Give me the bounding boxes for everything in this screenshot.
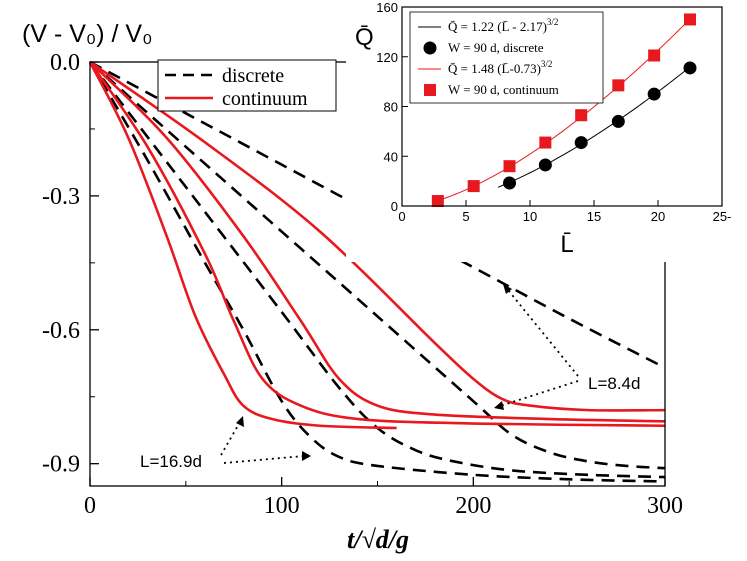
y-tick-label: -0.9 [42,452,80,478]
inset-point-continuum [575,109,588,122]
inset-y-tick-label: 0 [391,199,398,214]
x-axis-label: t/√d/g [347,525,409,554]
inset-y-tick-label: 80 [384,100,398,115]
inset-point-continuum [648,49,661,62]
inset-x-tick-label: 15 [587,209,601,224]
inset-legend-fit-continuum: Q̄ = 1.48 (L̄-0.73)3/2 [448,59,552,76]
series-line-discrete-1 [89,61,666,470]
inset-point-discrete [538,158,552,172]
inset-x-tick-label: 0 [398,209,405,224]
main-plot: (V - V₀) / V₀ 0 100 200 3000.0-0.3-0.6-0.9 … [22,20,683,554]
inset-y-tick-label: 40 [384,149,398,164]
series-line-discrete-3 [88,61,666,483]
x-tick-label: 100 [264,493,300,519]
legend-label-discrete: discrete [222,65,284,87]
inset-x-tick-label: 10 [523,209,537,224]
annotation-l84-text: L=8.4d [588,374,640,393]
inset-point-continuum [612,79,625,92]
inset-point-discrete [683,61,697,75]
inset-y-tick-label: 160 [376,0,398,15]
inset-point-continuum [431,195,444,208]
inset-point-continuum [539,136,552,149]
inset-point-discrete [574,136,588,150]
inset-legend-discrete: W = 90 d, discrete [448,40,544,55]
inset-point-continuum [684,13,696,26]
inset-x-label: L̄ [560,231,573,258]
series-line-continuum-6 [88,61,666,428]
inset-legend-fit-discrete: Q̄ = 1.22 (L̄ - 2.17)3/2 [448,17,558,34]
inset-plot: Q̄ 0 5 10 15 20 25- 0 40 80 120 160 L̄ Q̄ = 1.22 (… [346,0,747,262]
annotation-l169: L=16.9d [140,416,311,471]
inset-x-tick-label: 20 [651,209,665,224]
main-legend: discrete continuum [157,59,337,112]
inset-point-continuum [467,180,480,193]
annotation-l84: L=8.4d [494,284,640,410]
inset-legend: Q̄ = 1.22 (L̄ - 2.17)3/2 W = 90 d, discr… [409,11,604,104]
x-tick-label: 300 [647,493,683,519]
legend-label-continuum: continuum [222,88,308,110]
y-tick-label: -0.3 [42,184,80,210]
inset-y-label: Q̄ [355,24,374,51]
inset-point-discrete [647,87,661,101]
inset-x-tick-label: 25- [713,209,732,224]
y-axis-label: (V - V₀) / V₀ [22,20,152,48]
inset-y-tick-label: 120 [376,50,398,65]
inset-legend-continuum: W = 90 d, continuum [448,82,559,97]
inset-x-tick-label: 5 [462,209,469,224]
series-line-continuum-7 [88,61,397,430]
x-tick-label: 200 [455,493,491,519]
x-tick-label: 0 [84,493,96,519]
inset-point-discrete [503,176,517,190]
inset-point-discrete [611,114,625,128]
annotation-l169-text: L=16.9d [140,452,202,471]
y-tick-label: 0.0 [50,50,80,76]
series-line-continuum-5 [89,61,666,423]
series-line-continuum-4 [89,60,666,412]
inset-point-continuum [503,160,516,173]
y-tick-label: -0.6 [42,318,80,344]
